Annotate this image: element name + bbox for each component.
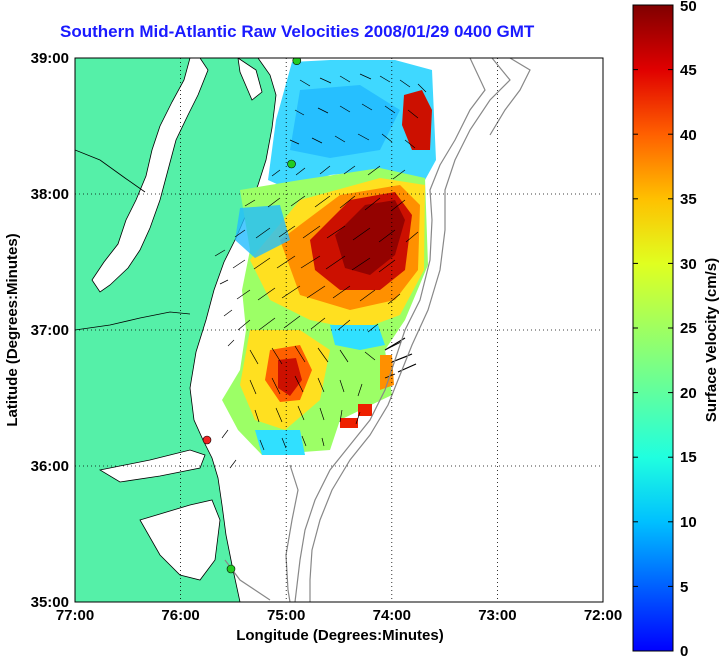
chesapeake-bay <box>91 58 209 293</box>
x-tick-label: 73:00 <box>478 607 516 624</box>
potomac-river <box>75 149 146 193</box>
y-tick-label: 39:00 <box>31 50 69 67</box>
y-tick-label: 36:00 <box>31 458 69 475</box>
colorbar-tick-label: 35 <box>680 191 697 208</box>
pamlico-sound <box>139 499 221 581</box>
colorbar-tick-label: 25 <box>680 320 697 337</box>
x-ticks: 77:00 76:00 75:00 74:00 73:00 72:00 <box>56 607 622 624</box>
james-river <box>75 311 191 331</box>
colorbar-tick-label: 40 <box>680 127 697 144</box>
y-axis-label: Latitude (Degrees:Minutes) <box>4 233 21 426</box>
station-marker-assateague <box>287 159 296 169</box>
station-marker-cape-may <box>292 58 302 65</box>
delaware-bay <box>237 58 263 101</box>
velocity-field <box>222 60 436 455</box>
station-marker-duck <box>202 435 212 445</box>
colorbar-tick-labels: 50 45 40 35 30 25 20 15 10 5 0 <box>680 0 697 659</box>
y-ticks: 39:00 38:00 37:00 36:00 35:00 <box>31 50 69 611</box>
colorbar-label: Surface Velocity (cm/s) <box>703 258 720 422</box>
y-tick-label: 37:00 <box>31 322 69 339</box>
y-tick-label: 35:00 <box>31 594 69 611</box>
colorbar <box>632 4 674 652</box>
colorbar-tick-label: 45 <box>680 62 697 79</box>
albemarle-sound <box>98 449 206 483</box>
map-frame <box>74 57 604 603</box>
station-marker-hatteras <box>226 564 236 574</box>
x-tick-label: 74:00 <box>373 607 411 624</box>
colorbar-tick-label: 15 <box>680 449 697 466</box>
map-grid <box>75 58 603 602</box>
colorbar-tick-label: 50 <box>680 0 697 15</box>
colorbar-tick-label: 10 <box>680 514 697 531</box>
colorbar-tick-label: 0 <box>680 643 688 659</box>
x-tick-label: 77:00 <box>56 607 94 624</box>
bathymetry-contours <box>224 58 531 602</box>
x-tick-label: 75:00 <box>267 607 305 624</box>
map-title: Southern Mid-Atlantic Raw Velocities 200… <box>60 22 535 41</box>
x-tick-label: 76:00 <box>161 607 199 624</box>
x-axis-label: Longitude (Degrees:Minutes) <box>236 627 444 644</box>
y-tick-label: 38:00 <box>31 186 69 203</box>
colorbar-ticks <box>633 69 673 587</box>
x-tick-label: 72:00 <box>584 607 622 624</box>
colorbar-tick-label: 20 <box>680 385 697 402</box>
colorbar-tick-label: 5 <box>680 579 688 596</box>
colorbar-tick-label: 30 <box>680 256 697 273</box>
